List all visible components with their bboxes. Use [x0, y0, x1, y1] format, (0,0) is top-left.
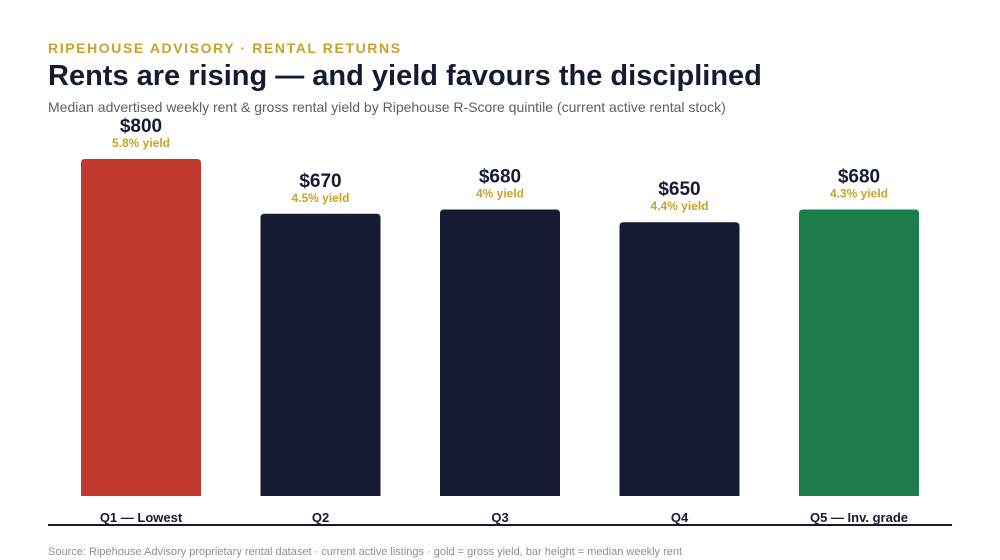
kicker: RIPEHOUSE ADVISORY · RENTAL RETURNS [48, 40, 402, 56]
category-label: Q1 — Lowest [100, 510, 183, 525]
bar-value-label: $670 [299, 171, 341, 192]
bar-value-label: $800 [120, 116, 162, 137]
bar-yield-label: 4% yield [476, 187, 524, 201]
subtitle: Median advertised weekly rent & gross re… [48, 99, 726, 115]
bar-yield-label: 4.3% yield [830, 187, 888, 201]
category-label: Q5 — Inv. grade [810, 510, 908, 525]
bar-yield-label: 4.4% yield [650, 199, 708, 213]
bar-value-label: $650 [658, 179, 700, 200]
baseline-axis [48, 524, 952, 526]
bar-yield-label: 4.5% yield [291, 191, 349, 205]
bar [260, 213, 381, 496]
source-note: Source: Ripehouse Advisory proprietary r… [48, 546, 683, 558]
bar [81, 159, 201, 496]
bar-yield-label: 5.8% yield [112, 136, 170, 150]
page-title: Rents are rising — and yield favours the… [48, 60, 762, 92]
category-label: Q3 [491, 510, 508, 525]
bar-value-label: $680 [479, 167, 521, 188]
bar [619, 222, 740, 496]
bar [440, 209, 560, 497]
category-label: Q4 [671, 510, 689, 525]
bar [799, 209, 919, 497]
bar-value-label: $680 [838, 167, 880, 188]
category-label: Q2 [312, 510, 329, 525]
